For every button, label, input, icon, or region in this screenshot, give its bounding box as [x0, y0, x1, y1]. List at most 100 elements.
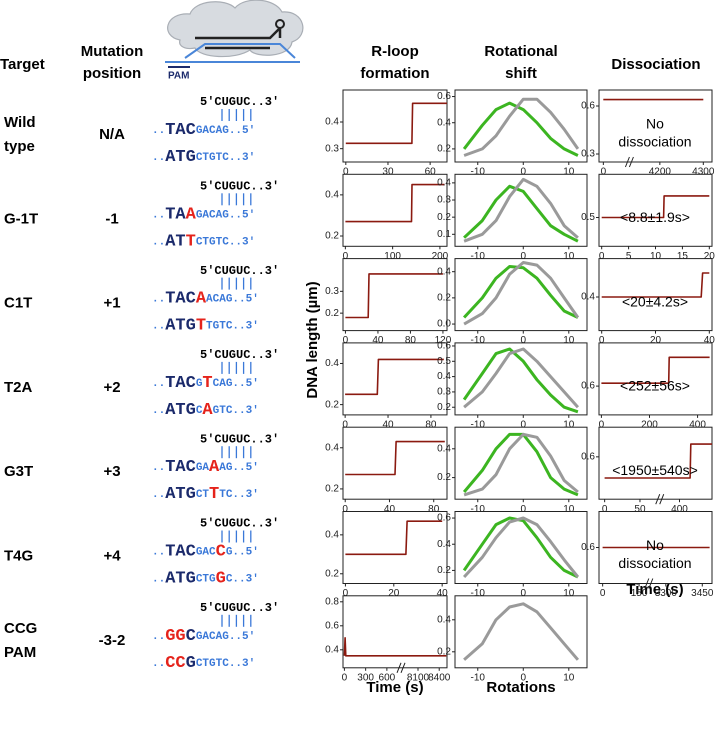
y-tick-label: 0.4 [581, 292, 595, 303]
sequence-segment: .. [152, 462, 165, 474]
sequence-top: 5′CUGUC..3′ [200, 601, 279, 615]
y-tick-label: 0.3 [437, 195, 451, 206]
x-tick-label: 0 [343, 588, 349, 599]
y-tick-label: 0.5 [581, 212, 595, 223]
x-tick-label: 0 [343, 335, 349, 346]
x-tick-label: 3450 [691, 588, 714, 599]
rotation-curve [463, 347, 580, 409]
sequence-segment: .. [152, 489, 165, 501]
dissociation-note: dissociation [618, 134, 691, 150]
x-tick-label: 40 [704, 335, 716, 346]
sequence-segment: GACAG..5′ [196, 209, 255, 221]
mutation-position: +2 [103, 379, 120, 396]
plot-frame [454, 342, 588, 416]
sequence-segment: TAC [165, 290, 196, 309]
sequence-segment: C [186, 627, 196, 646]
sequence-segment: G [186, 654, 196, 673]
plot-frame [598, 342, 713, 416]
y-tick-label: 0.3 [325, 143, 339, 154]
rotation-curve [462, 516, 580, 579]
x-tick-label: 40 [372, 335, 384, 346]
x-tick-label: -10 [471, 167, 486, 178]
x-tick-label: 20 [704, 251, 716, 262]
rotation-curve [463, 97, 580, 157]
r-loop-trace [345, 183, 445, 223]
x-tick-label: 300 [357, 672, 374, 683]
y-tick-label: 0.3 [581, 149, 595, 160]
x-tick-label: 0 [342, 504, 348, 515]
x-tick-label: 60 [425, 167, 437, 178]
sequence-segment: G [216, 570, 226, 589]
x-tick-label: 0 [520, 588, 526, 599]
header: Rotational [484, 43, 557, 60]
rotation-curve [463, 261, 580, 326]
y-tick-label: 0.4 [325, 644, 339, 655]
x-tick-label: 0 [599, 420, 605, 431]
x-tick-label: 0 [520, 672, 526, 683]
sequence-segment: CT [196, 489, 210, 501]
plot-frame [454, 511, 588, 584]
y-tick-label: 0.3 [325, 286, 339, 297]
y-tick-label: 0.6 [581, 381, 595, 392]
x-tick-label: 10 [563, 167, 575, 178]
x-tick-label: 0 [343, 167, 349, 178]
x-tick-label: 0 [520, 420, 526, 431]
y-tick-label: 0.6 [437, 513, 451, 524]
sequence-top: 5′CUGUC..3′ [200, 348, 279, 362]
y-tick-label: 0.2 [437, 144, 451, 155]
dissociation-note: <8.8±1.9s> [620, 209, 690, 225]
sequence-segment: G..5′ [226, 546, 259, 558]
plot-frame [454, 89, 588, 163]
rotation-curve [463, 184, 579, 243]
rotation-curve [463, 602, 580, 661]
x-tick-label: 0 [599, 335, 605, 346]
x-tick-label: 0 [601, 167, 607, 178]
x-tick-label: 10 [563, 588, 575, 599]
target-label: type [4, 138, 35, 155]
x-tick-label: 3300 [655, 588, 678, 599]
axis-break [644, 578, 654, 589]
sequence-segment: T [209, 486, 219, 505]
plot-frame [598, 89, 713, 163]
target-label: Wild [4, 114, 36, 131]
sequence-segment: CTGTC..3′ [196, 236, 255, 248]
x-tick-label: 150 [631, 588, 648, 599]
y-tick-label: 0.2 [325, 399, 339, 410]
y-axis-label: DNA length (µm) [304, 281, 321, 398]
sequence-segment: ATG [165, 148, 196, 167]
x-tick-label: 20 [388, 588, 400, 599]
x-tick-label: 8400 [428, 672, 451, 683]
sequence-segment: T [202, 374, 212, 393]
y-tick-label: 0.2 [437, 472, 451, 483]
x-tick-label: -10 [471, 420, 486, 431]
x-tick-label: 200 [641, 420, 658, 431]
sequence-segment: .. [152, 546, 165, 558]
y-tick-label: 0.2 [325, 484, 339, 495]
sequence-top: 5′CUGUC..3′ [200, 179, 279, 193]
x-tick-label: 5 [626, 251, 632, 262]
mutation-position: -3-2 [99, 632, 126, 649]
sequence-segment: AT [165, 233, 185, 252]
target-label: PAM [4, 644, 36, 661]
sequence-segment: CTGTC..3′ [196, 152, 255, 164]
plot-frame [342, 595, 448, 669]
r-loop-trace [345, 440, 445, 476]
sequence-strand: ..TACGTCAG..5′ [152, 374, 259, 393]
x-tick-label: 0 [520, 504, 526, 515]
x-tick-label: 10 [563, 420, 575, 431]
y-tick-label: 0.4 [437, 178, 451, 189]
sequence-segment: G [196, 378, 203, 390]
y-tick-label: 0.6 [581, 451, 595, 462]
x-tick-label: 30 [382, 167, 394, 178]
sequence-segment: ATG [165, 317, 196, 336]
r-loop-trace [345, 358, 444, 396]
mutation-position: +4 [103, 547, 121, 564]
sequence-segment: .. [152, 209, 165, 221]
y-tick-label: 0.4 [325, 529, 339, 540]
x-tick-label: 50 [634, 504, 646, 515]
rotation-curve [463, 432, 579, 497]
mutation-position: -1 [105, 210, 118, 227]
sequence-segment: C..3′ [226, 573, 259, 585]
y-tick-label: 0.4 [325, 442, 339, 453]
y-tick-label: 0.6 [581, 101, 595, 112]
